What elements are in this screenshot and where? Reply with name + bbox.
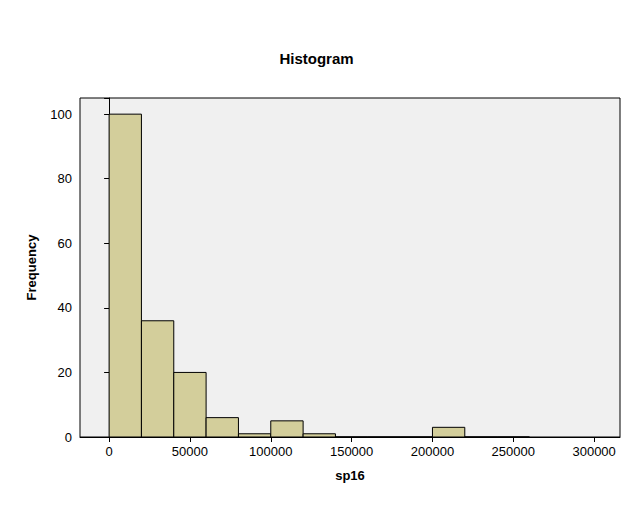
svg-text:250000: 250000 — [492, 444, 535, 459]
svg-text:50000: 50000 — [172, 444, 208, 459]
svg-text:80: 80 — [58, 171, 72, 186]
svg-text:300000: 300000 — [572, 444, 615, 459]
svg-text:0: 0 — [65, 430, 72, 445]
svg-text:Histogram: Histogram — [279, 50, 353, 67]
svg-text:100: 100 — [50, 107, 72, 122]
svg-text:sp16: sp16 — [335, 468, 365, 483]
svg-text:Frequency: Frequency — [24, 234, 39, 301]
svg-text:20: 20 — [58, 365, 72, 380]
svg-text:60: 60 — [58, 236, 72, 251]
svg-text:0: 0 — [105, 444, 112, 459]
svg-text:100000: 100000 — [249, 444, 292, 459]
svg-text:40: 40 — [58, 300, 72, 315]
svg-text:200000: 200000 — [411, 444, 454, 459]
svg-text:150000: 150000 — [330, 444, 373, 459]
